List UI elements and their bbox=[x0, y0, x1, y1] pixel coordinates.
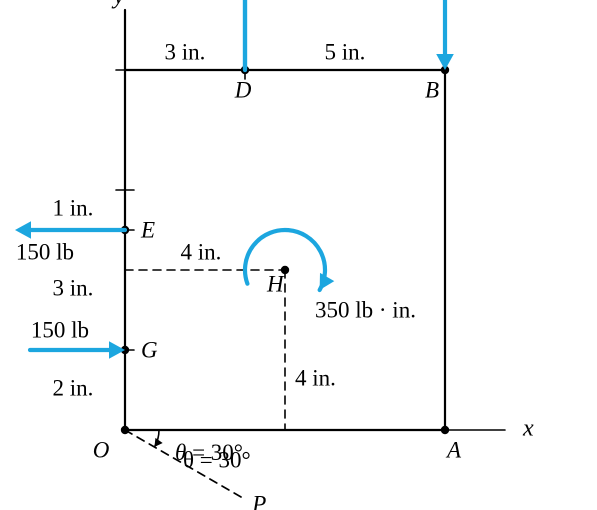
svg-text:H: H bbox=[266, 271, 285, 296]
svg-text:x: x bbox=[522, 416, 534, 442]
svg-text:4 in.: 4 in. bbox=[295, 365, 336, 390]
svg-text:A: A bbox=[445, 437, 462, 462]
svg-text:4 in.: 4 in. bbox=[181, 239, 222, 264]
svg-text:3 in.: 3 in. bbox=[53, 275, 94, 300]
svg-text:B: B bbox=[425, 77, 439, 102]
svg-text:150 lb: 150 lb bbox=[16, 239, 74, 264]
svg-text:P: P bbox=[251, 491, 266, 510]
svg-text:y: y bbox=[112, 0, 125, 10]
svg-text:1 in.: 1 in. bbox=[53, 195, 94, 220]
svg-text:2 in.: 2 in. bbox=[53, 375, 94, 400]
free-body-diagram: y x O A G E H D B 2 in. 3 in. 1 in. 4 in. 4 in. 3 in. 5… bbox=[0, 0, 597, 510]
svg-text:3 in.: 3 in. bbox=[165, 39, 206, 64]
svg-text:60 lb: 60 lb bbox=[457, 0, 504, 3]
svg-text:G: G bbox=[141, 337, 158, 362]
svg-text:60 lb: 60 lb bbox=[287, 0, 334, 3]
svg-text:5 in.: 5 in. bbox=[325, 39, 366, 64]
svg-text:θ = 30°: θ = 30° bbox=[175, 440, 243, 465]
svg-text:350 lb · in.: 350 lb · in. bbox=[315, 297, 416, 322]
svg-text:O: O bbox=[93, 437, 110, 462]
svg-text:D: D bbox=[234, 77, 252, 102]
svg-text:150 lb: 150 lb bbox=[31, 317, 89, 342]
svg-text:E: E bbox=[140, 217, 155, 242]
